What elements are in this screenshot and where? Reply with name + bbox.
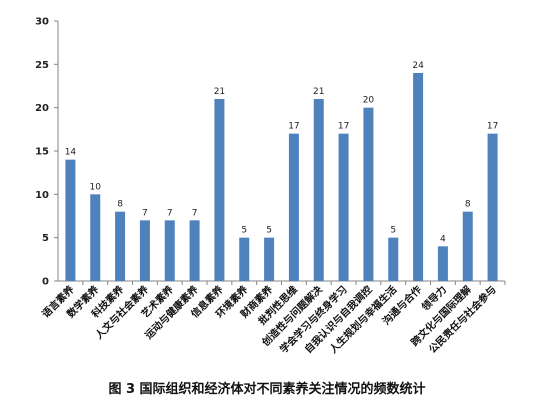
data-label: 7 (167, 208, 173, 218)
y-tick-label: 0 (42, 277, 49, 288)
data-label: 4 (440, 234, 446, 244)
bar (164, 220, 175, 281)
y-tick-label: 10 (35, 190, 49, 201)
bar (462, 211, 473, 281)
data-label: 8 (117, 200, 123, 210)
data-label: 10 (90, 182, 102, 192)
axes: 0 5 10 15 20 25 30 (35, 17, 506, 288)
data-label: 5 (390, 226, 396, 236)
data-label: 17 (288, 122, 299, 132)
bar (388, 237, 399, 281)
bar (413, 73, 424, 281)
bar (363, 107, 374, 282)
bar (264, 237, 275, 281)
data-label: 7 (192, 208, 198, 218)
data-label: 21 (313, 87, 324, 97)
data-label: 21 (214, 87, 225, 97)
bar (313, 99, 324, 281)
bar (189, 220, 200, 281)
data-label: 24 (412, 61, 424, 71)
bar (437, 246, 448, 281)
bar (65, 159, 76, 281)
data-labels: 14 10 8 7 7 7 21 5 5 17 21 17 20 5 24 4 8 17 (65, 61, 499, 244)
figure-caption: 图 3 国际组织和经济体对不同素养关注情况的频数统计 (108, 382, 426, 397)
data-label: 5 (266, 226, 272, 236)
data-label: 17 (338, 122, 349, 132)
bar (214, 99, 225, 281)
data-label: 7 (142, 208, 148, 218)
y-tick-label: 25 (35, 60, 49, 71)
y-tick-label: 20 (35, 103, 49, 114)
data-label: 5 (241, 226, 247, 236)
y-tick-label: 30 (35, 17, 49, 28)
data-label: 20 (363, 96, 375, 106)
data-label: 14 (65, 148, 77, 158)
bar (90, 194, 101, 281)
y-tick-label: 5 (42, 233, 49, 244)
bar (139, 220, 150, 281)
bar (487, 133, 498, 281)
bar (338, 133, 349, 281)
bar (288, 133, 299, 281)
x-tick-labels: 语言素养数学素养科技素养人文与社会素养艺术素养运动与健康素养信息素养环境素养财商… (39, 282, 499, 356)
y-tick-label: 15 (35, 147, 49, 158)
bar (115, 211, 126, 281)
data-label: 8 (465, 200, 471, 210)
data-label: 17 (487, 122, 498, 132)
bar (239, 237, 250, 281)
bars (65, 73, 498, 282)
